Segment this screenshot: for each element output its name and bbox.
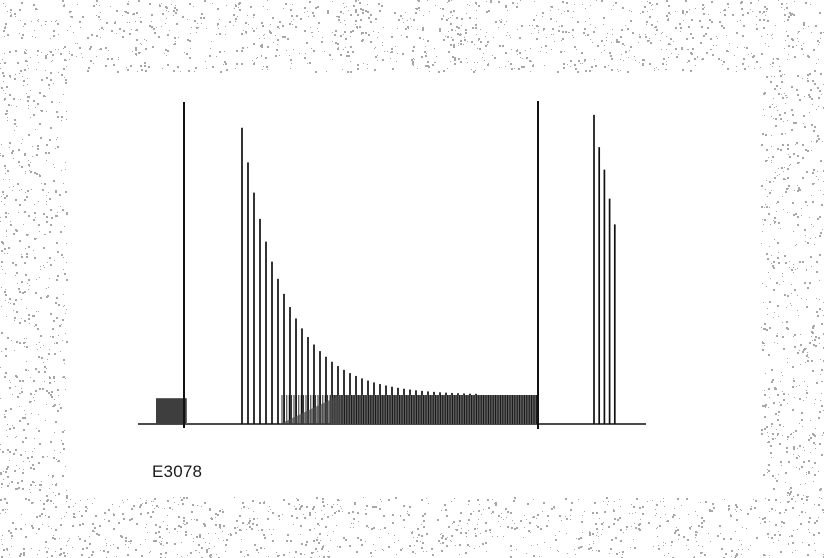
steady-block (280, 395, 538, 424)
figure-label: E3078 (152, 462, 203, 481)
decay-train (241, 127, 477, 424)
right-burst (593, 114, 616, 424)
waveform-group (138, 101, 646, 429)
steady-ramp (280, 395, 340, 424)
left-block (156, 398, 187, 424)
steady-block-fill (330, 395, 538, 424)
